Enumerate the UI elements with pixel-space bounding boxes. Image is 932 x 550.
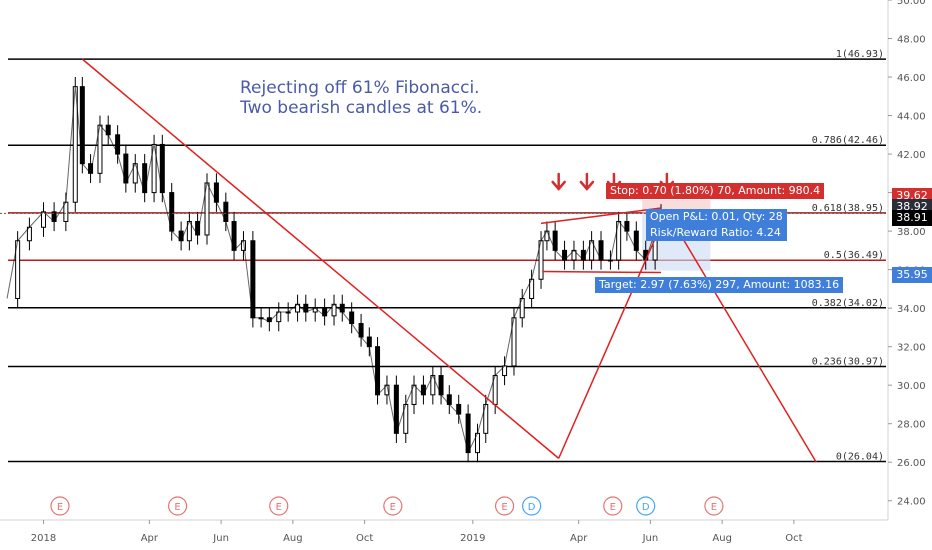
chart-annotation: Rejecting off 61% Fibonacci. Two bearish… <box>240 78 482 118</box>
y-tick-label: 46.00 <box>897 73 926 84</box>
x-tick-label: Oct <box>785 533 802 544</box>
y-tick-label: 38.00 <box>897 227 926 238</box>
fib-label: 0(26.04) <box>836 451 884 462</box>
annotation-line-2: Two bearish candles at 61%. <box>240 98 483 118</box>
trend-line[interactable] <box>540 207 662 225</box>
earnings-marker-icon[interactable] <box>269 496 289 516</box>
y-tick-label: 50.00 <box>897 0 926 7</box>
event-marker-label: E <box>610 502 616 513</box>
trend-line[interactable] <box>542 270 662 274</box>
event-marker-label: E <box>276 502 282 513</box>
y-tick-label: 44.00 <box>897 112 926 123</box>
y-tick-label: 24.00 <box>897 497 926 508</box>
x-tick-label: Jun <box>212 533 229 544</box>
earnings-marker-icon[interactable] <box>603 496 623 516</box>
y-tick-label: 26.00 <box>897 458 926 469</box>
earnings-marker-icon[interactable] <box>50 496 70 516</box>
fib-label: 1(46.93) <box>836 49 884 60</box>
trend-line[interactable] <box>666 211 817 463</box>
x-tick-label: 2019 <box>460 533 485 544</box>
fib-label: 0.5(36.49) <box>824 250 884 261</box>
stop-loss-label[interactable]: Stop: 0.70 (1.80%) 70, Amount: 980.4 <box>606 183 825 199</box>
dividend-marker-icon[interactable] <box>636 496 656 516</box>
event-marker-label: E <box>501 502 507 513</box>
x-tick-label: Apr <box>141 533 159 544</box>
earnings-marker-icon[interactable] <box>704 496 724 516</box>
event-marker-label: D <box>528 502 536 513</box>
arrow-down-icon <box>579 172 595 191</box>
fibonacci-retracement[interactable]: 1(46.93) 0.786(42.46) 0.618(38.95) 0.5(36.4… <box>8 49 886 462</box>
y-tick-label: 42.00 <box>897 150 926 161</box>
x-tick-label: Oct <box>356 533 373 544</box>
price-tag: 35.95 <box>892 266 932 283</box>
event-marker-label: E <box>711 502 717 513</box>
x-tick-label: Aug <box>712 533 732 544</box>
event-marker-label: E <box>390 502 396 513</box>
target-label[interactable]: Target: 2.97 (7.63%) 297, Amount: 1083.1… <box>595 277 844 293</box>
fib-label: 0.618(38.95) <box>812 203 884 214</box>
y-tick-label: 48.00 <box>897 35 926 46</box>
earnings-marker-icon[interactable] <box>168 496 188 516</box>
dividend-marker-icon[interactable] <box>522 496 542 516</box>
y-tick-label: 34.00 <box>897 304 926 315</box>
fib-label: 0.382(34.02) <box>812 298 884 309</box>
fib-label: 0.786(42.46) <box>812 135 884 146</box>
risk-reward-line: Risk/Reward Ratio: 4.24 <box>650 226 781 239</box>
event-marker-label: E <box>174 502 180 513</box>
y-tick-label: 30.00 <box>897 381 926 392</box>
y-tick-label: 32.00 <box>897 343 926 354</box>
earnings-marker-icon[interactable] <box>383 496 403 516</box>
candle-body <box>41 211 47 228</box>
x-tick-label: Apr <box>570 533 588 544</box>
price-candles <box>6 77 664 463</box>
annotation-line-1: Rejecting off 61% Fibonacci. <box>240 78 480 98</box>
price-tag: 38.91 <box>892 209 932 226</box>
arrow-down-icon <box>551 172 566 191</box>
trend-line[interactable] <box>557 211 668 459</box>
open-pl-label[interactable]: Open P&L: 0.01, Qty: 28 Risk/Reward Rati… <box>646 209 787 241</box>
fib-label: 0.236(30.97) <box>812 357 884 368</box>
trend-line[interactable] <box>81 58 560 459</box>
event-marker-label: D <box>642 502 650 513</box>
open-pl-line: Open P&L: 0.01, Qty: 28 <box>650 210 783 223</box>
price-line <box>6 86 662 455</box>
earnings-marker-icon[interactable] <box>494 496 515 516</box>
event-marker-label: E <box>57 502 63 513</box>
x-tick-label: 2018 <box>31 533 56 544</box>
x-tick-label: Jun <box>642 533 659 544</box>
x-tick-label: Aug <box>283 533 303 544</box>
y-tick-label: 28.00 <box>897 420 926 431</box>
